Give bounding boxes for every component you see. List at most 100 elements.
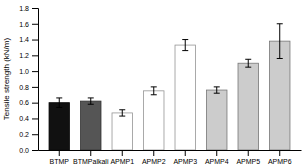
error-bar: [151, 87, 157, 95]
error-bar: [214, 87, 220, 93]
y-tick-label: 0.0: [19, 147, 29, 154]
error-bar-cap: [88, 104, 94, 105]
error-bar-cap: [214, 93, 220, 94]
axis-domain: [32, 9, 39, 151]
x-tick-mark: [59, 150, 60, 156]
error-bar-cap: [277, 23, 283, 24]
error-bar-stem: [122, 110, 123, 116]
error-bar-cap: [88, 97, 94, 98]
error-bar-stem: [59, 98, 60, 107]
error-bar: [182, 40, 188, 51]
bar: [238, 63, 258, 150]
error-bar-cap: [182, 39, 188, 40]
y-tick: 1.8: [19, 5, 38, 12]
y-tick: 0.6: [19, 99, 38, 106]
x-tick-mark: [153, 150, 154, 156]
x-tick: APMP2: [142, 150, 166, 165]
y-tick-mark: [32, 71, 38, 72]
y-tick: 1.2: [19, 52, 38, 59]
y-tick-mark: [32, 40, 38, 41]
x-tick-label: APMP4: [205, 158, 229, 165]
error-bar-cap: [56, 97, 62, 98]
y-tick-label: 0.6: [19, 99, 29, 106]
error-bar-cap: [214, 86, 220, 87]
x-tick-mark: [90, 150, 91, 156]
x-tick-label: APMP5: [236, 158, 260, 165]
y-tick: 1.0: [19, 68, 38, 75]
y-tick-label: 1.0: [19, 68, 29, 75]
x-tick-mark: [248, 150, 249, 156]
y-tick-label: 0.4: [19, 115, 29, 122]
y-tick-mark: [32, 24, 38, 25]
y-tick-label: 1.2: [19, 52, 29, 59]
x-tick-label: APMP3: [173, 158, 197, 165]
y-tick-mark: [32, 55, 38, 56]
error-bar-cap: [245, 59, 251, 60]
y-tick-label: 1.6: [19, 21, 29, 28]
x-tick: BTMP: [50, 150, 70, 165]
x-tick: APMP4: [205, 150, 229, 165]
x-tick: APMP6: [268, 150, 292, 165]
error-bar: [119, 110, 125, 116]
bar: [175, 45, 195, 150]
axis-domain: [39, 150, 302, 151]
x-axis: BTMPBTMPalkaliAPMP1 APMP2 APMP3 APMP4 APMP5 A…: [39, 150, 302, 165]
y-tick: 0.2: [19, 131, 38, 138]
y-tick: 0.0: [19, 147, 38, 154]
x-tick-label: BTMP: [50, 158, 70, 165]
error-bar: [277, 24, 283, 59]
error-bar-cap: [119, 109, 125, 110]
y-tick-mark: [32, 134, 38, 135]
y-tick-mark: [32, 87, 38, 88]
error-bar: [56, 98, 62, 107]
x-tick-label: APMP6: [268, 158, 292, 165]
y-tick: 0.8: [19, 84, 38, 91]
bar: [49, 103, 69, 150]
error-bar-stem: [153, 87, 154, 95]
x-tick-label: BTMPalkali: [73, 158, 109, 165]
error-bar-stem: [248, 59, 249, 67]
x-tick-mark: [122, 150, 123, 156]
x-tick-mark: [216, 150, 217, 156]
y-tick-label: 1.4: [19, 36, 29, 43]
y-tick-label: 0.2: [19, 131, 29, 138]
marks: [49, 24, 290, 150]
error-bar-stem: [185, 40, 186, 51]
y-tick-mark: [32, 150, 38, 151]
bar: [81, 101, 101, 150]
y-tick-mark: [32, 8, 38, 9]
y-tick: 1.4: [19, 36, 38, 43]
y-tick-label: 0.8: [19, 84, 29, 91]
y-tick: 0.4: [19, 115, 38, 122]
error-bar: [245, 59, 251, 67]
x-tick: APMP3: [173, 150, 197, 165]
error-bar-cap: [277, 58, 283, 59]
bar: [144, 91, 164, 150]
x-tick: BTMPalkali: [73, 150, 109, 165]
x-tick-mark: [185, 150, 186, 156]
error-bar-cap: [182, 50, 188, 51]
y-tick-mark: [32, 118, 38, 119]
y-tick: 1.6: [19, 21, 38, 28]
error-bar-stem: [216, 87, 217, 93]
x-tick: APMP1: [110, 150, 134, 165]
error-bar-cap: [245, 67, 251, 68]
error-bar-cap: [119, 116, 125, 117]
error-bar-cap: [151, 86, 157, 87]
error-bar-cap: [151, 94, 157, 95]
bar: [207, 90, 227, 150]
plot: BTMPBTMPalkaliAPMP1 APMP2 APMP3 APMP4 APMP5 A…: [19, 5, 301, 165]
y-axis-title: Tensile strength (kN/m): [2, 38, 11, 121]
x-tick-label: APMP1: [110, 158, 134, 165]
y-tick-mark: [32, 103, 38, 104]
y-tick-label: 1.8: [19, 5, 29, 12]
x-tick-label: APMP2: [142, 158, 166, 165]
bar: [112, 113, 132, 150]
error-bar-stem: [279, 24, 280, 59]
error-bar-stem: [90, 98, 91, 104]
x-tick-mark: [279, 150, 280, 156]
error-bar: [88, 98, 94, 104]
chart: BTMPBTMPalkaliAPMP1 APMP2 APMP3 APMP4 APMP5 A…: [0, 0, 307, 168]
error-bar-cap: [56, 107, 62, 108]
y-axis: 0.0 0.2 0.4 0.6 0.8 1.0 1.2 1.4 1.6 1.8: [19, 5, 38, 154]
